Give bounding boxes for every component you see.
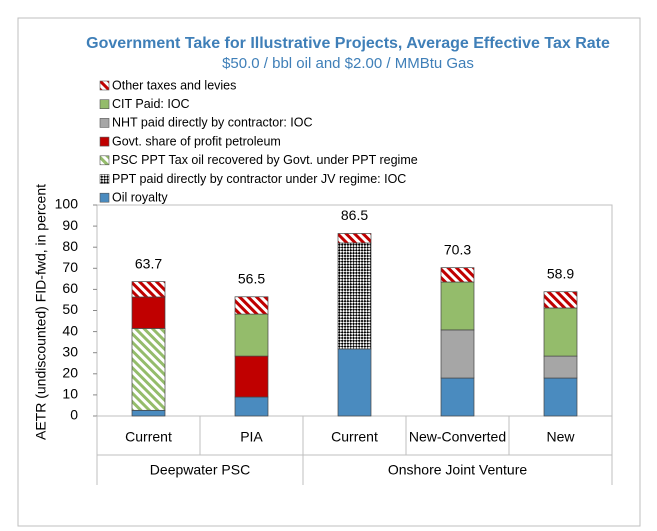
bar-segment — [337, 242, 372, 350]
bar-segment — [131, 328, 166, 411]
bar-segment — [337, 348, 372, 417]
y-tick-label: 100 — [55, 196, 79, 212]
y-tick-label: 30 — [62, 343, 78, 359]
y-tick-label: 50 — [62, 301, 78, 317]
legend-label: CIT Paid: IOC — [112, 97, 190, 111]
y-tick-label: 70 — [62, 259, 78, 275]
y-tick-label: 40 — [62, 322, 78, 338]
chart-title: Government Take for Illustrative Project… — [86, 35, 610, 52]
legend-swatch — [99, 155, 110, 166]
legend-label: PPT paid directly by contractor under JV… — [112, 172, 406, 186]
bar-segment — [440, 377, 475, 417]
y-tick-label: 10 — [62, 386, 78, 402]
chart-subtitle: $50.0 / bbl oil and $2.00 / MMBtu Gas — [222, 55, 474, 72]
x-tick-label: PIA — [240, 429, 263, 445]
bar-segment — [543, 307, 578, 357]
chart-frame — [17, 17, 641, 527]
group-label: Deepwater PSC — [150, 462, 250, 478]
y-tick-label: 60 — [62, 280, 78, 296]
legend-label: Other taxes and levies — [112, 78, 236, 92]
bar-segment — [234, 396, 269, 417]
bar-segment — [543, 355, 578, 379]
bar-segment — [234, 355, 269, 398]
total-label: 56.5 — [238, 270, 265, 286]
bar-segment — [543, 377, 578, 417]
bar-segment — [440, 281, 475, 331]
total-label: 70.3 — [444, 241, 471, 257]
y-tick-label: 90 — [62, 217, 78, 233]
legend-swatch — [99, 136, 110, 147]
legend-swatch — [99, 174, 110, 184]
x-tick-label: Current — [331, 429, 378, 445]
legend-swatch — [99, 192, 110, 203]
bar-segment — [131, 296, 166, 329]
group-label: Onshore Joint Venture — [388, 462, 528, 478]
legend-label: NHT paid directly by contractor: IOC — [112, 116, 313, 130]
y-tick-label: 0 — [70, 407, 78, 423]
y-tick-label: 20 — [62, 365, 78, 381]
legend-swatch — [99, 80, 110, 91]
legend-label: Oil royalty — [112, 190, 168, 204]
bar-segment — [543, 291, 578, 309]
x-tick-label: Current — [125, 429, 172, 445]
total-label: 86.5 — [341, 207, 368, 223]
bar-segment — [234, 313, 269, 357]
legend-swatch — [99, 118, 110, 128]
total-label: 58.9 — [547, 265, 574, 281]
bar-segment — [337, 233, 372, 244]
x-tick-label: New-Converted — [409, 429, 506, 445]
bar-segment — [131, 281, 166, 298]
y-axis-label: AETR (undiscounted) FID-fwd, in percent — [33, 184, 49, 440]
total-label: 63.7 — [135, 255, 162, 271]
x-tick-label: New — [546, 429, 575, 445]
bar-segment — [234, 296, 269, 315]
bar-segment — [440, 267, 475, 283]
legend-label: Govt. share of profit petroleum — [112, 134, 281, 148]
bar-segment — [440, 329, 475, 379]
legend-label: PSC PPT Tax oil recovered by Govt. under… — [112, 153, 418, 167]
legend-swatch — [99, 99, 110, 109]
y-tick-label: 80 — [62, 238, 78, 254]
bar-segment — [131, 409, 166, 417]
